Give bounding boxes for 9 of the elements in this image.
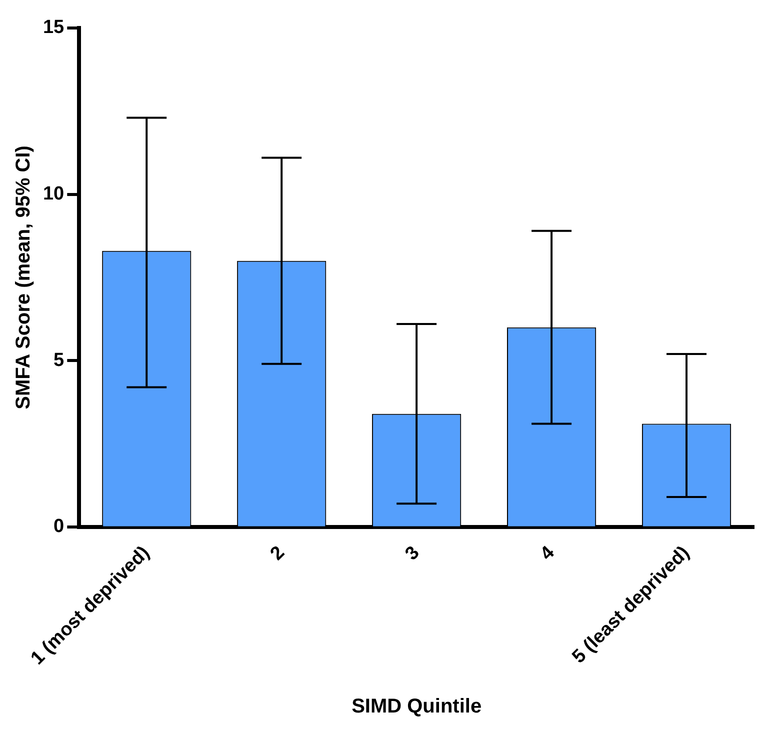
x-tick-label: 2 (266, 542, 289, 565)
x-tick-label: 4 (536, 542, 560, 565)
y-tick-label: 10 (42, 184, 64, 205)
x-tick-label: 3 (401, 542, 424, 565)
y-tick-label: 15 (42, 17, 65, 38)
y-tick-label: 0 (54, 516, 64, 538)
y-tick-label: 5 (54, 350, 65, 371)
y-axis-title: SMFA Score (mean, 95% CI) (12, 146, 35, 410)
x-axis-title: SIMD Quintile (352, 696, 482, 718)
